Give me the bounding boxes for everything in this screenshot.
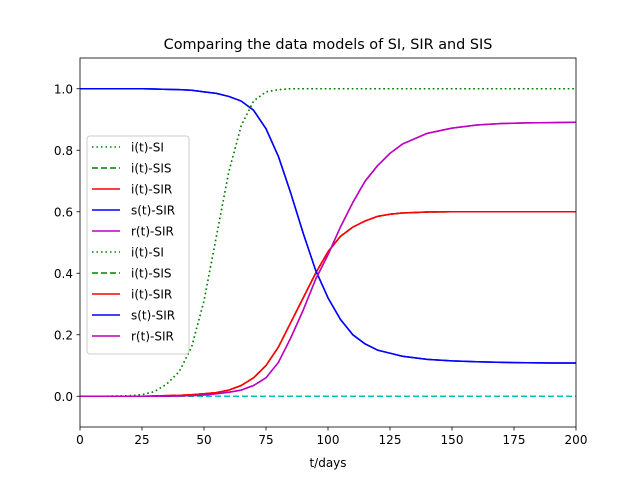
legend: i(t)-SI i(t)-SIS i(t)-SIR s(t)-SIR r(t)-SIR i… — [86, 135, 190, 355]
y-tick-label: 0.2 — [54, 328, 73, 342]
x-tick-label: 175 — [503, 433, 526, 447]
series-line-9 — [80, 88, 576, 364]
legend-box — [86, 135, 190, 355]
x-tick-label: 200 — [565, 433, 588, 447]
x-tick-label: 150 — [441, 433, 464, 447]
tick-layer: 0 25 50 75 100 125 150 175 200 0.0 0.2 0.4 0.6 0.8 1.0 — [54, 82, 588, 447]
x-tick-label: 50 — [196, 433, 211, 447]
legend-label: i(t)-SI — [131, 246, 164, 260]
y-tick-label: 1.0 — [54, 82, 73, 96]
legend-label: i(t)-SIR — [131, 288, 172, 302]
x-tick-label: 0 — [76, 433, 84, 447]
series-layer — [80, 88, 577, 397]
y-tick-label: 0.8 — [54, 144, 73, 158]
y-tick-label: 0.6 — [54, 205, 73, 219]
x-tick-label: 75 — [258, 433, 273, 447]
x-tick-label: 25 — [134, 433, 149, 447]
legend-label: i(t)-SI — [131, 141, 164, 155]
legend-label: r(t)-SIR — [131, 225, 174, 239]
legend-label: i(t)-SIS — [131, 267, 172, 281]
legend-label: s(t)-SIR — [131, 204, 175, 218]
y-tick-label: 0.0 — [54, 390, 73, 404]
x-tick-label: 125 — [379, 433, 402, 447]
y-tick-label: 0.4 — [54, 267, 73, 281]
series-line-10 — [80, 121, 577, 397]
legend-label: i(t)-SIR — [131, 183, 172, 197]
plot-frame — [79, 57, 577, 428]
legend-label: r(t)-SIR — [131, 330, 174, 344]
legend-label: s(t)-SIR — [131, 309, 175, 323]
x-axis-label: t/days — [309, 456, 346, 470]
x-tick-label: 100 — [317, 433, 340, 447]
legend-label: i(t)-SIS — [131, 162, 172, 176]
chart-title: Comparing the data models of SI, SIR and… — [164, 37, 493, 53]
